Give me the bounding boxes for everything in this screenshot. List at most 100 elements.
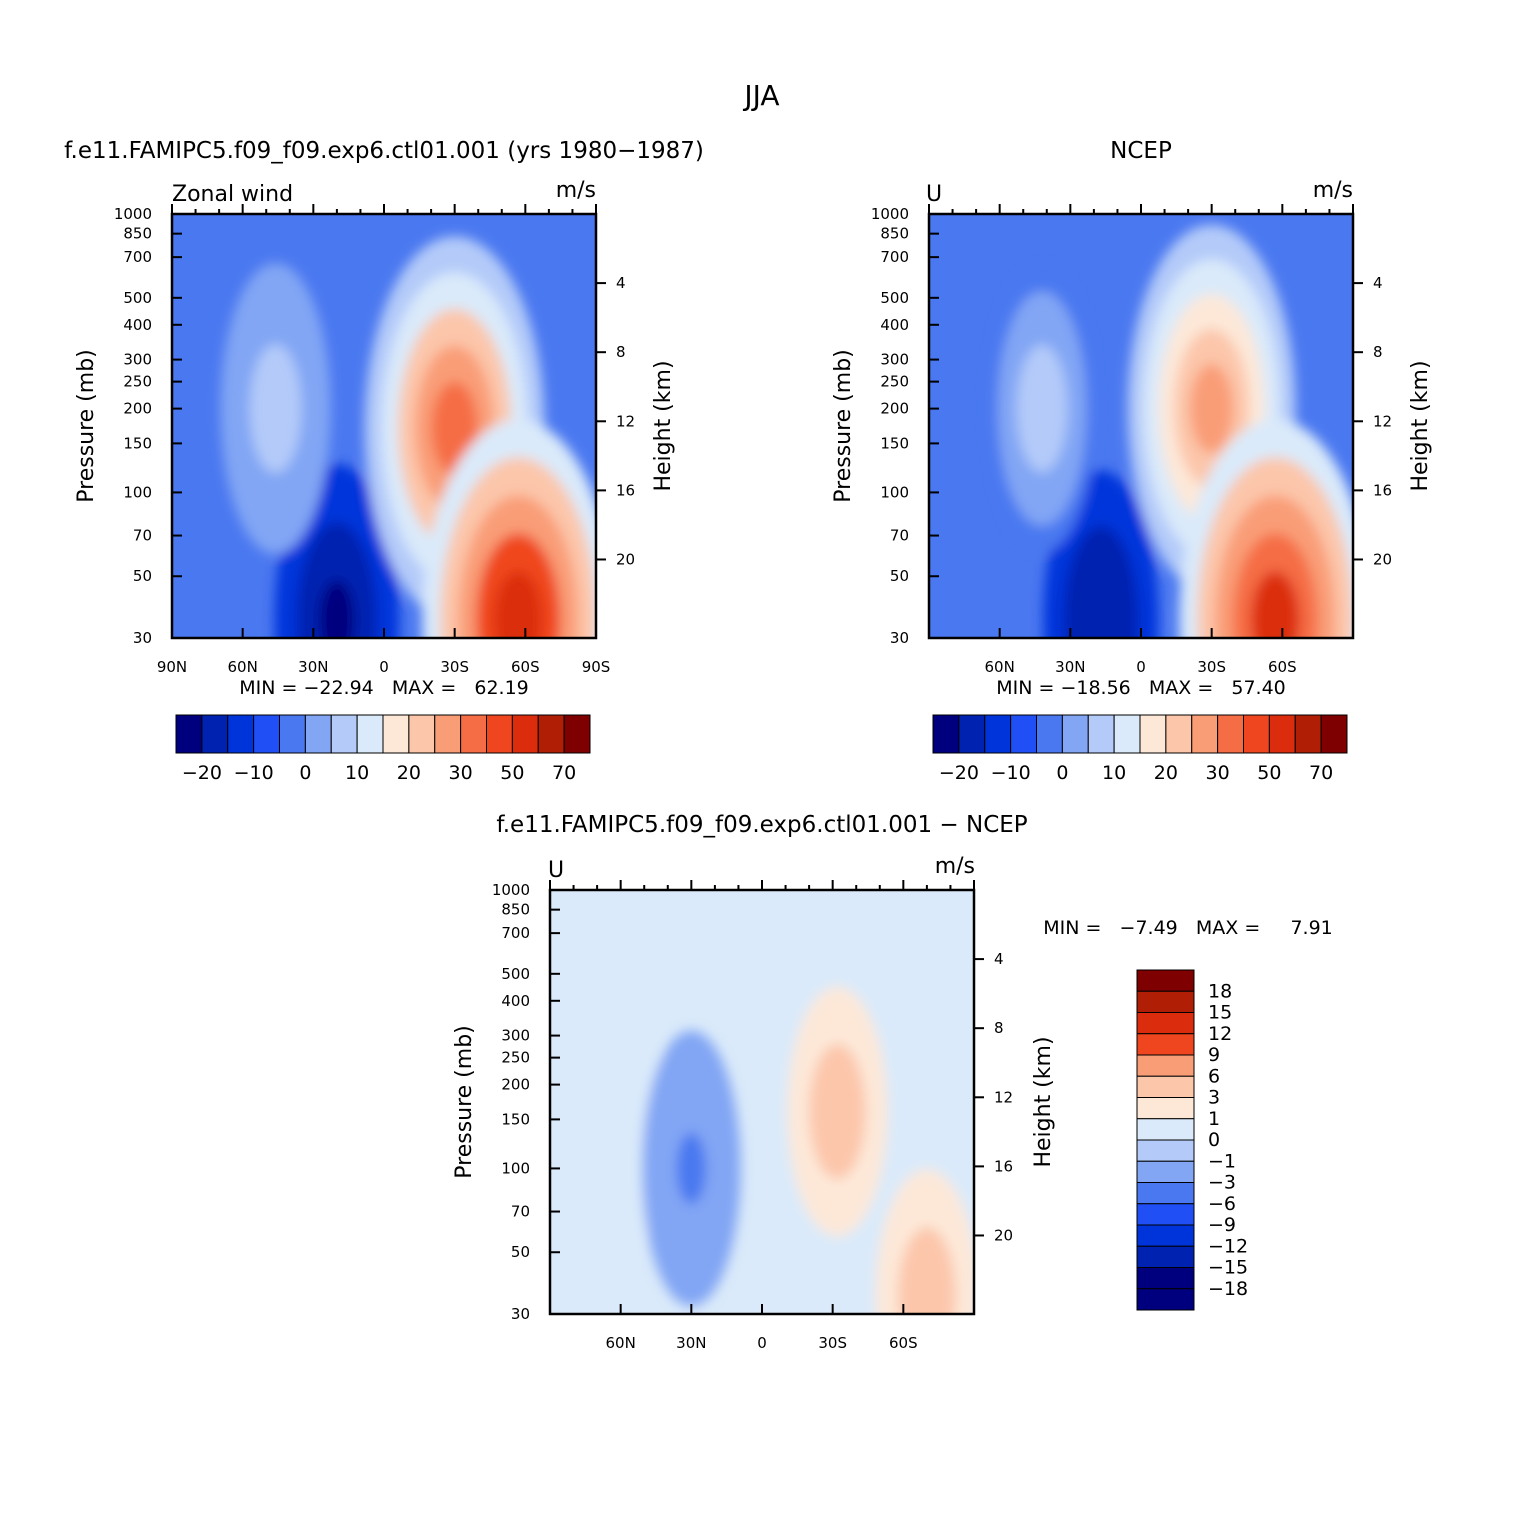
figure-title: JJA: [742, 79, 779, 112]
x-tick-label: 60S: [889, 1334, 918, 1352]
y-tick-label: 50: [511, 1243, 530, 1261]
colorbar-swatch: [1036, 714, 1063, 754]
colorbar-swatch: [1136, 1245, 1195, 1268]
field-feature: [259, 371, 292, 446]
panel-units-label: m/s: [935, 854, 975, 879]
y-tick-label: 150: [880, 434, 909, 452]
min-max-readout: MIN = −7.49 MAX = 7.91: [1043, 917, 1333, 939]
colorbar: −20 −10 0 10 20 30 50 70: [932, 714, 1348, 784]
height-tick-label: 20: [1373, 550, 1392, 568]
field-feature: [319, 580, 355, 638]
y-tick-label: 100: [880, 483, 909, 501]
colorbar-label: 10: [1102, 762, 1126, 784]
colorbar-swatch: [1136, 969, 1195, 992]
panel-subtitle: f.e11.FAMIPC5.f09_f09.exp6.ctl01.001 (yr…: [64, 138, 704, 164]
colorbar-label: 30: [449, 762, 473, 784]
colorbar: −20 −10 0 10 20 30 50 70: [175, 714, 591, 784]
plot-axes: 60N 30N 0 30S 60S 30 50 70 100 150 200 250 300 400 500…: [492, 880, 1013, 1352]
field-feature: [1026, 371, 1058, 446]
colorbar-label: 15: [1208, 1002, 1232, 1024]
colorbar-swatch: [304, 714, 332, 754]
y-tick-label: 100: [123, 483, 152, 501]
colorbar-swatch: [330, 714, 358, 754]
colorbar-label: 6: [1208, 1065, 1220, 1087]
height-tick-label: 16: [1373, 481, 1392, 499]
x-tick-label: 30S: [818, 1334, 847, 1352]
colorbar-swatch: [1136, 1203, 1195, 1226]
y-tick-label: 400: [880, 316, 909, 334]
y-tick-label: 200: [880, 400, 909, 418]
y-tick-label: 200: [123, 400, 152, 418]
colorbar-label: 3: [1208, 1087, 1220, 1109]
height-tick-label: 20: [994, 1226, 1013, 1244]
x-tick-label: 0: [1136, 658, 1146, 676]
colorbar-swatch: [1136, 1118, 1195, 1141]
colorbar-swatch: [1087, 714, 1115, 754]
colorbar-swatch: [958, 714, 986, 754]
x-tick-label: 30N: [1055, 658, 1085, 676]
contour-field: [929, 214, 1353, 638]
x-tick-label: 60S: [511, 658, 540, 676]
colorbar-label: 50: [1257, 762, 1281, 784]
colorbar-swatch: [1243, 714, 1270, 754]
colorbar-label: 70: [1309, 762, 1333, 784]
colorbar-label: 70: [552, 762, 576, 784]
colorbar-swatch: [1268, 714, 1296, 754]
plot-axes: 60N 30N 0 30S 60S 30 50 70 100 150 200 250 300 400 500…: [871, 204, 1392, 676]
y-tick-label: 30: [133, 629, 152, 647]
y-tick-label: 250: [123, 373, 152, 391]
x-tick-label: 60S: [1268, 658, 1297, 676]
y-tick-label: 500: [123, 289, 152, 307]
height-tick-label: 4: [616, 274, 626, 292]
panel-model: f.e11.FAMIPC5.f09_f09.exp6.ctl01.001 (yr…: [64, 138, 704, 784]
height-tick-label: 12: [994, 1088, 1013, 1106]
contour-field: [550, 890, 974, 1314]
y-tick-label: 700: [501, 924, 530, 942]
colorbar-swatch: [537, 714, 565, 754]
y-tick-label: 700: [880, 248, 909, 266]
y-tick-label: 850: [123, 225, 152, 243]
panel-units-label: m/s: [556, 178, 596, 203]
y-tick-label: 50: [133, 567, 152, 585]
colorbar-label: −1: [1208, 1150, 1236, 1172]
y-axis-right-label: Height (km): [1031, 1036, 1056, 1167]
field-feature: [1190, 363, 1234, 454]
height-tick-label: 4: [994, 950, 1004, 968]
colorbar-label: −15: [1208, 1257, 1248, 1279]
colorbar-swatch: [356, 714, 384, 754]
y-tick-label: 70: [890, 527, 909, 545]
x-tick-label: 60N: [228, 658, 258, 676]
colorbar-swatch: [1136, 1224, 1195, 1247]
y-tick-label: 1000: [871, 205, 909, 223]
colorbar-swatch: [1136, 1182, 1195, 1205]
contour-field: [172, 214, 596, 638]
colorbar-swatch: [1136, 1075, 1195, 1098]
colorbar-label: −6: [1208, 1193, 1236, 1215]
y-tick-label: 500: [880, 289, 909, 307]
x-tick-label: 30S: [1197, 658, 1226, 676]
colorbar-label: 30: [1206, 762, 1230, 784]
colorbar-swatch: [1136, 1012, 1195, 1035]
height-tick-label: 12: [616, 412, 635, 430]
panel-left-label: U: [926, 182, 942, 207]
colorbar-label: −10: [991, 762, 1031, 784]
colorbar-swatch: [253, 714, 280, 754]
colorbar-label: 9: [1208, 1044, 1220, 1066]
colorbar-swatch: [1136, 1097, 1195, 1120]
y-axis-right-label: Height (km): [651, 360, 676, 491]
y-tick-label: 300: [501, 1027, 530, 1045]
field-feature: [1251, 571, 1300, 638]
colorbar-swatch: [434, 714, 462, 754]
colorbar-swatch: [1061, 714, 1089, 754]
colorbar-swatch: [279, 714, 306, 754]
colorbar-swatch: [1136, 1288, 1195, 1311]
colorbar-swatch: [1136, 1033, 1195, 1056]
y-tick-label: 300: [880, 351, 909, 369]
y-tick-label: 1000: [492, 881, 530, 899]
colorbar-swatch: [460, 714, 487, 754]
height-tick-label: 8: [616, 343, 626, 361]
y-tick-label: 500: [501, 965, 530, 983]
x-tick-label: 90S: [582, 658, 611, 676]
y-axis-label: Pressure (mb): [452, 1025, 477, 1179]
